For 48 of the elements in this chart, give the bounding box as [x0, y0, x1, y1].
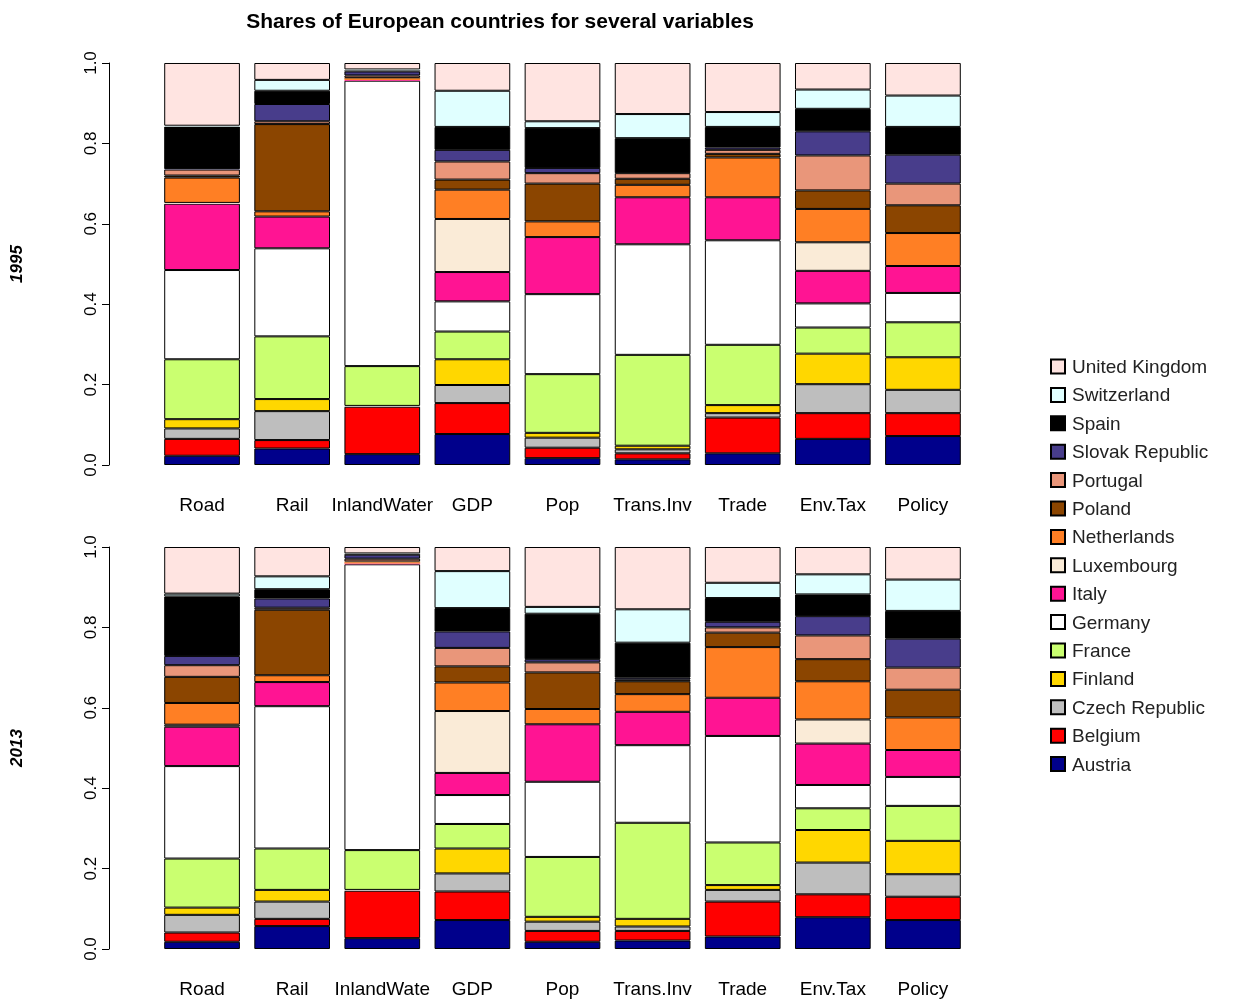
- x-tick-label: Env.Tax: [799, 494, 867, 515]
- x-tick-label: Policy: [897, 978, 949, 999]
- y-tick-label: 1.0: [81, 51, 100, 75]
- y-axis-title: 2013: [7, 728, 26, 768]
- x-tick-label: Rail: [275, 494, 309, 515]
- x-tick-label: InlandWater: [331, 494, 434, 515]
- legend-label: Poland: [1072, 498, 1132, 519]
- x-tick-label: Road: [179, 494, 225, 515]
- legend-label: Czech Republic: [1072, 696, 1206, 718]
- x-tick-label: Rail: [275, 978, 309, 999]
- x-tick-label: GDP: [451, 494, 493, 515]
- legend-label: United Kingdom: [1072, 356, 1208, 377]
- x-tick-label: Trans.Inv: [613, 978, 693, 999]
- legend-label: Italy: [1072, 583, 1108, 605]
- legend-label: Netherlands: [1072, 526, 1175, 548]
- legend-label: Spain: [1072, 412, 1121, 434]
- legend-label: Austria: [1072, 753, 1132, 775]
- x-tick-label: Trans.Inv: [613, 494, 693, 515]
- y-tick-label: 0.0: [81, 453, 100, 477]
- y-tick-label: 1.0: [81, 535, 100, 559]
- legend-label: Slovak Republic: [1072, 441, 1209, 463]
- x-tick-label: Pop: [545, 494, 580, 515]
- chart-title: Shares of European countries for several variables: [246, 9, 754, 32]
- x-tick-label: Env.Tax: [799, 978, 867, 999]
- y-tick-label: 0.2: [81, 856, 100, 881]
- x-tick-label: Trade: [718, 494, 768, 515]
- y-tick-label: 0.6: [81, 695, 100, 720]
- y-axis-title: 1995: [7, 244, 26, 283]
- legend-label: Belgium: [1072, 725, 1141, 747]
- y-tick-label: 0.0: [81, 937, 100, 961]
- x-tick-label: InlandWate: [334, 978, 430, 999]
- y-tick-label: 0.2: [81, 372, 100, 397]
- legend-label: Luxembourg: [1072, 554, 1178, 576]
- legend-label: Portugal: [1072, 469, 1143, 491]
- legend-label: France: [1072, 640, 1132, 661]
- y-tick-label: 0.4: [81, 776, 100, 801]
- y-tick-label: 0.8: [81, 131, 100, 156]
- x-tick-label: GDP: [451, 978, 493, 999]
- x-tick-label: Trade: [718, 978, 768, 999]
- x-tick-label: Road: [179, 978, 225, 999]
- x-tick-label: Policy: [897, 494, 949, 515]
- legend-label: Switzerland: [1072, 384, 1171, 406]
- legend-label: Germany: [1072, 611, 1151, 633]
- y-tick-label: 0.4: [81, 292, 100, 317]
- x-tick-label: Pop: [545, 978, 580, 999]
- y-tick-label: 0.8: [81, 615, 100, 640]
- legend-label: Finland: [1072, 668, 1135, 690]
- y-tick-label: 0.6: [81, 211, 100, 236]
